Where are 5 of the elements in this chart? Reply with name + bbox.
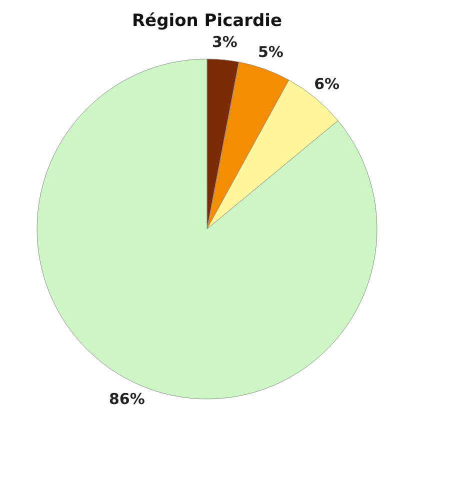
data-label: 3% (212, 32, 238, 51)
chart-title: Région Picardie (132, 11, 282, 31)
data-label: 86% (109, 390, 145, 408)
data-label: 6% (314, 75, 340, 94)
data-label: 5% (258, 43, 284, 62)
